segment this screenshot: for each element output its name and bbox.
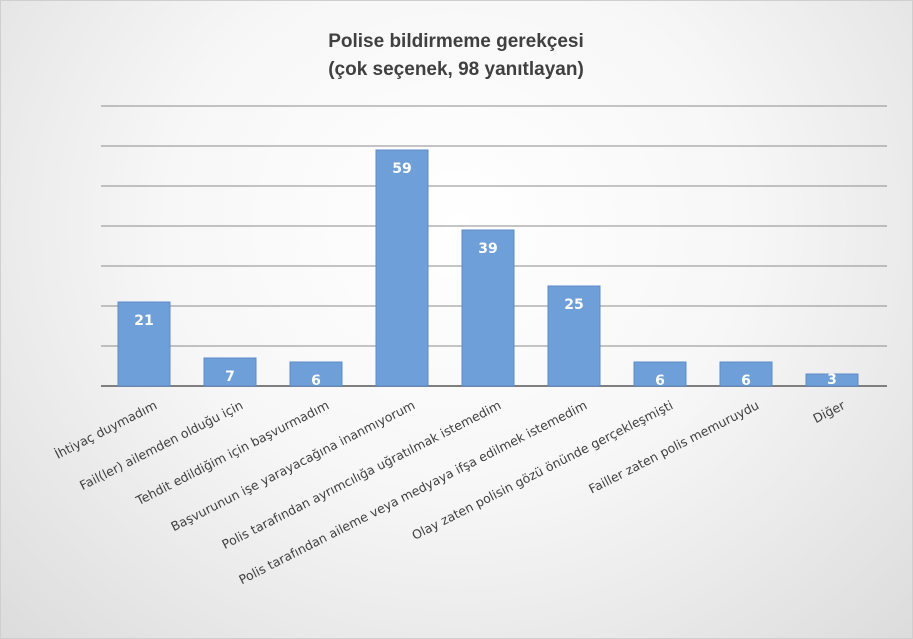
data-label: 6 (655, 373, 665, 389)
bar (547, 285, 601, 387)
data-label: 7 (225, 369, 235, 385)
bar (203, 357, 257, 387)
data-label: 6 (741, 373, 751, 389)
bars (117, 149, 859, 387)
bar (289, 361, 343, 387)
x-tick-label: Fail(ler) ailemden olduğu için (77, 397, 245, 493)
data-label: 39 (478, 241, 497, 257)
bar (461, 229, 515, 387)
bar (117, 301, 171, 387)
bar (375, 149, 429, 387)
bar (805, 373, 859, 387)
chart-title: Polise bildirmeme gerekçesi (328, 31, 584, 52)
chart-subtitle: (çok seçenek, 98 yanıtlayan) (328, 59, 584, 80)
data-label: 25 (564, 297, 583, 313)
data-labels: 21 7 6 59 39 25 6 6 3 (134, 161, 837, 389)
x-tick-label: Failler zaten polis memuruydu (586, 397, 761, 496)
bar (719, 361, 773, 387)
x-tick-label: Diğer (810, 397, 848, 426)
data-label: 59 (392, 161, 411, 177)
data-label: 3 (827, 372, 837, 388)
data-label: 21 (134, 313, 153, 329)
bar (633, 361, 687, 387)
data-label: 6 (311, 373, 321, 389)
